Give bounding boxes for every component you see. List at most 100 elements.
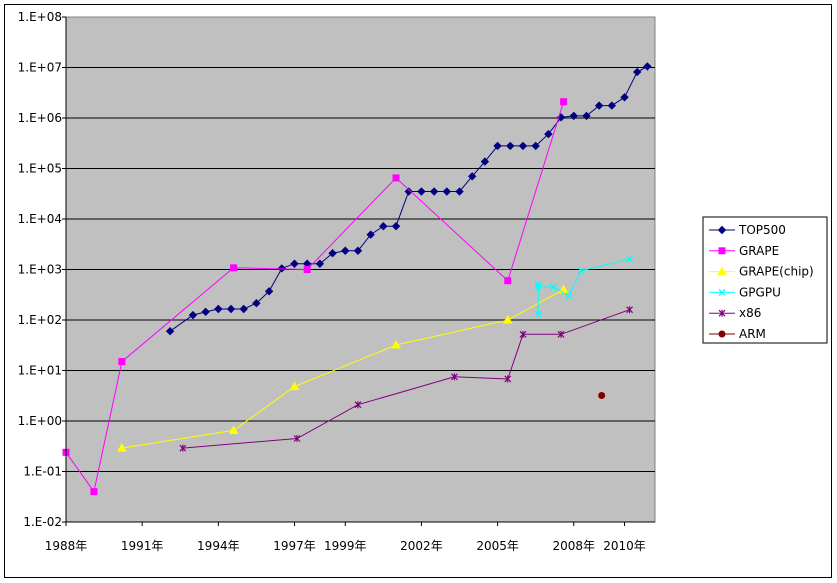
y-tick-label: 1.E+06 <box>18 111 62 125</box>
data-point-top500 <box>391 221 401 231</box>
x-tick-label: 2002年 <box>400 539 443 553</box>
data-point-grape-chip <box>116 443 127 452</box>
y-tick-label: 1.E+03 <box>18 263 62 277</box>
data-point-gpgpu <box>626 255 634 263</box>
data-point-top500 <box>429 187 439 196</box>
data-point-x86 <box>557 330 565 338</box>
series-grape-chip <box>116 284 569 452</box>
data-point-gpgpu <box>534 281 542 289</box>
data-point-x86 <box>354 401 362 409</box>
legend-marker-gpgpu <box>718 288 726 296</box>
y-tick-label: 1.E+01 <box>18 364 62 378</box>
data-point-grape-chip <box>228 425 239 434</box>
data-point-gpgpu <box>565 292 573 300</box>
x-tick-label: 1999年 <box>324 539 367 553</box>
y-tick-label: 1.E+02 <box>18 313 62 327</box>
data-point-top500 <box>264 287 274 296</box>
data-point-grape <box>504 277 512 285</box>
axes: 1.E-02 1.E-01 1.E+00 1.E+01 1.E+02 1.E+03 1.E+… <box>18 10 655 553</box>
legend-label-x86: x86 <box>739 306 761 320</box>
data-point-top500 <box>201 307 210 317</box>
data-point-top500 <box>569 111 578 121</box>
data-point-top500 <box>633 67 642 77</box>
data-point-top500 <box>594 101 604 110</box>
y-tick-label: 1.E+08 <box>18 10 62 24</box>
data-point-gpgpu <box>534 283 542 291</box>
series-line-x86 <box>182 309 630 449</box>
data-point-top500 <box>518 141 528 151</box>
data-point-top500 <box>379 221 388 231</box>
x-tick-label: 1997年 <box>273 539 316 553</box>
legend-marker-x86 <box>718 309 726 317</box>
data-point-top500 <box>455 187 464 196</box>
gridlines <box>66 67 655 472</box>
legend-label-grape: GRAPE <box>739 244 779 258</box>
series-line-grape-chip <box>121 289 564 449</box>
data-point-top500 <box>544 129 553 139</box>
x-tick-label: 2010年 <box>603 539 646 553</box>
data-point-grape-chip <box>391 339 401 349</box>
data-point-grape <box>90 488 98 496</box>
y-tick-label: 1.E+05 <box>18 162 62 176</box>
legend-label-gpgpu: GPGPU <box>739 285 781 299</box>
data-point-top500 <box>442 187 452 196</box>
data-point-top500 <box>506 141 515 151</box>
series-arm <box>598 391 606 399</box>
data-point-top500 <box>643 62 652 71</box>
x-tick-label: 1988年 <box>45 539 88 553</box>
series-gpgpu <box>534 255 634 318</box>
data-point-top500 <box>582 111 591 121</box>
legend-box <box>702 216 828 344</box>
data-point-grape <box>118 358 126 366</box>
data-point-top500 <box>531 141 540 151</box>
data-point-gpgpu <box>534 310 542 318</box>
legend-label-top500: TOP500 <box>738 223 786 237</box>
series-layer <box>62 62 652 496</box>
y-tick-label: 1.E+07 <box>18 61 62 75</box>
data-point-top500 <box>607 101 617 110</box>
series-top500 <box>165 62 652 336</box>
data-point-top500 <box>353 246 363 255</box>
legend: TOP500 GRAPE GRAPE(chip) GPGPU x86 ARM <box>702 216 828 344</box>
x-tick-label: 1991年 <box>121 539 164 553</box>
data-point-x86 <box>519 330 527 338</box>
data-point-top500 <box>366 230 375 239</box>
y-tick-label: 1.E-01 <box>23 465 62 479</box>
data-point-top500 <box>214 304 223 314</box>
legend-label-grape-chip: GRAPE(chip) <box>739 265 814 279</box>
data-point-gpgpu <box>549 283 557 291</box>
legend-marker-grape <box>718 247 726 255</box>
data-point-top500 <box>620 93 629 102</box>
y-tick-label: 1.E-02 <box>23 515 62 529</box>
data-point-top500 <box>404 187 413 196</box>
data-point-grape <box>230 264 238 272</box>
data-point-top500 <box>417 187 426 196</box>
data-point-top500 <box>315 259 325 268</box>
data-point-top500 <box>239 304 248 314</box>
series-x86 <box>179 306 634 452</box>
data-point-top500 <box>290 259 299 268</box>
x-tick-label: 2008年 <box>552 539 595 553</box>
data-point-x86 <box>293 435 301 443</box>
data-point-top500 <box>188 310 198 320</box>
series-line-grape <box>65 101 565 493</box>
legend-marker-top500 <box>717 225 727 235</box>
data-point-top500 <box>493 141 502 151</box>
data-point-top500 <box>341 246 350 255</box>
data-point-top500 <box>226 304 236 314</box>
data-point-grape-chip <box>502 314 513 324</box>
data-point-x86 <box>451 373 458 381</box>
data-point-grape <box>392 174 400 182</box>
y-tick-label: 1.E+00 <box>18 414 62 428</box>
data-point-top500 <box>467 172 477 181</box>
data-point-top500 <box>328 249 337 258</box>
data-point-grape-chip <box>289 381 300 391</box>
data-point-grape <box>560 98 568 106</box>
data-point-top500 <box>165 326 175 336</box>
x-tick-label: 2005年 <box>476 539 519 553</box>
data-point-x86 <box>179 444 187 452</box>
legend-label-arm: ARM <box>739 327 766 341</box>
series-grape <box>62 98 568 496</box>
data-point-grape <box>303 266 311 273</box>
data-point-x86 <box>504 375 512 383</box>
